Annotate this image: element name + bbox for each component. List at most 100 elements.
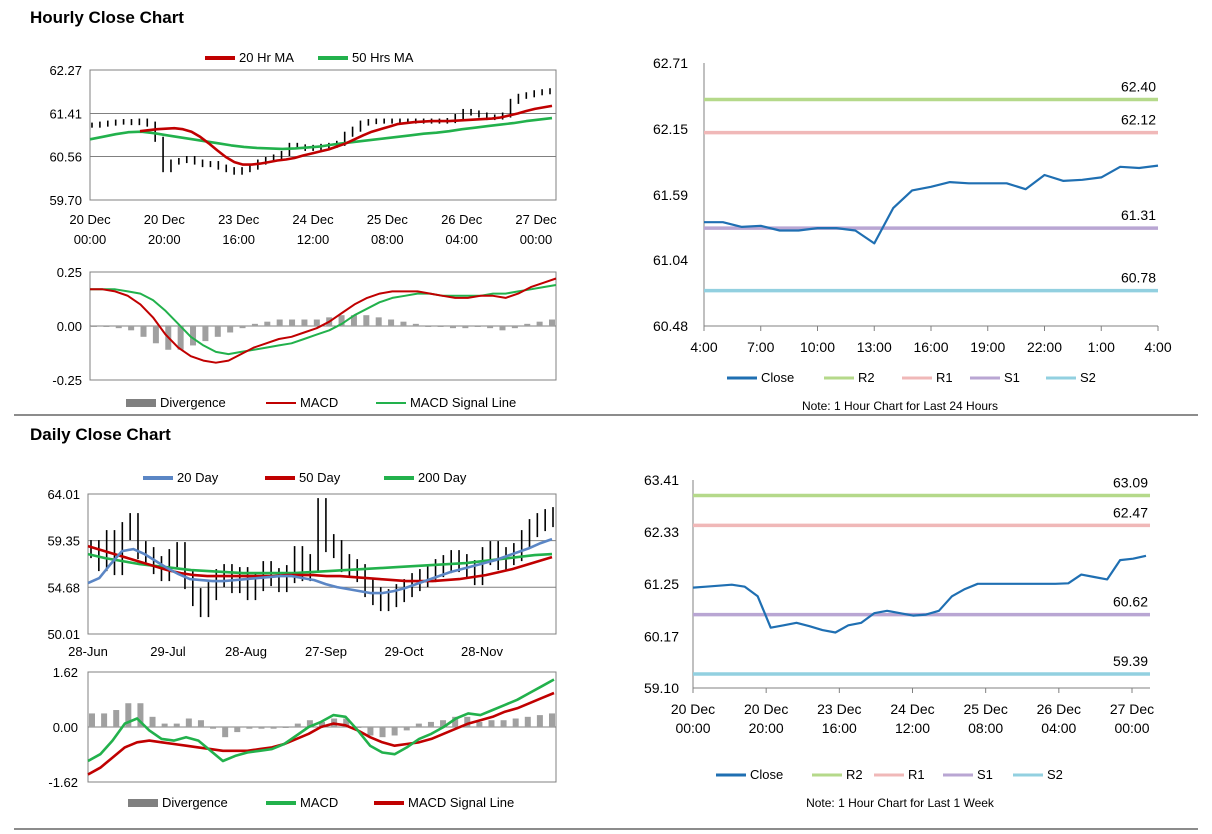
hourly-divergence-bar — [128, 326, 135, 331]
daily-price-ytick: 59.35 — [47, 534, 80, 549]
daily-price-frame — [87, 493, 557, 635]
hourly-price-ytick: 60.56 — [49, 149, 82, 164]
hourly-close-line — [704, 164, 1159, 245]
hourly-close-note: Note: 1 Hour Chart for Last 24 Hours — [802, 399, 998, 413]
weekly-level-label-s1: 60.62 — [1113, 594, 1148, 610]
daily-osc-ytick: 0.00 — [53, 720, 78, 735]
hourly-level-label-s1: 61.31 — [1121, 207, 1156, 223]
hourly-osc-ytick: 0.00 — [57, 319, 82, 334]
hourly-price-frame — [89, 69, 557, 201]
hourly-close-ytick: 61.59 — [653, 187, 688, 203]
hourly-divergence-bar — [487, 326, 494, 329]
hourly-divergence-bar — [400, 321, 407, 326]
weekly-close-xtick-date: 24 Dec — [890, 701, 934, 717]
daily-divergence-bar — [403, 727, 410, 731]
hourly-price-xtick-date: 24 Dec — [292, 212, 334, 227]
hourly-price-ytick: 62.27 — [49, 63, 82, 78]
legend-hourly-signal-label: MACD Signal Line — [410, 395, 516, 410]
weekly-close-xtick-date: 20 Dec — [744, 701, 788, 717]
hourly-close-xtick: 4:00 — [1144, 339, 1171, 355]
daily-divergence-bar — [549, 713, 555, 727]
daily-ma20-line — [87, 537, 553, 595]
hourly-divergence-bar — [289, 319, 296, 326]
legend-20-day-label: 20 Day — [177, 470, 219, 485]
hourly-divergence-bar — [338, 315, 345, 326]
daily-price-xtick: 29-Jul — [150, 644, 186, 659]
weekly-close-ytick: 59.10 — [644, 680, 679, 696]
hourly-divergence-bar — [363, 315, 370, 326]
daily-divergence-bar — [415, 723, 422, 727]
hourly-close-ytick: 60.48 — [653, 318, 688, 334]
hourly-price-ytick: 61.41 — [49, 107, 82, 122]
daily-osc-ytick: 1.62 — [53, 665, 78, 680]
hourly-price-xtick-date: 27 Dec — [515, 212, 557, 227]
hourly-close-ytick: 62.71 — [653, 55, 688, 71]
legend-daily-macd-label: MACD — [300, 795, 338, 810]
daily-divergence-bar — [294, 723, 301, 727]
weekly-close-ytick: 63.41 — [644, 472, 679, 488]
daily-divergence-bar — [161, 723, 168, 727]
hourly-divergence-bar — [375, 317, 382, 326]
daily-divergence-bar — [391, 727, 398, 736]
daily-divergence-bar — [464, 716, 471, 727]
hourly-close-xtick: 7:00 — [747, 339, 774, 355]
legend-50hrs-ma-label: 50 Hrs MA — [352, 50, 414, 65]
daily-signal-line — [87, 691, 555, 776]
hourly-divergence-bar — [190, 326, 197, 346]
daily-divergence-bar — [367, 727, 374, 736]
daily-divergence-bar — [137, 703, 144, 727]
daily-divergence-bar — [476, 721, 483, 727]
hourly-divergence-bar — [177, 326, 184, 350]
legend-weekly-s2-label: S2 — [1047, 767, 1063, 782]
daily-divergence-bar — [89, 713, 95, 727]
weekly-close-xtick-date: 27 Dec — [1110, 701, 1154, 717]
hourly-price-xtick-date: 20 Dec — [69, 212, 111, 227]
daily-macd-line — [87, 678, 555, 763]
hourly-close-xtick: 4:00 — [690, 339, 717, 355]
hourly-price-xtick-time: 00:00 — [74, 232, 107, 247]
legend-daily-divergence-swatch — [128, 799, 158, 807]
hourly-divergence-bar — [239, 326, 246, 329]
daily-divergence-bar — [125, 703, 132, 727]
hourly-close-xtick: 10:00 — [800, 339, 835, 355]
daily-divergence-bar — [500, 720, 507, 727]
hourly-level-label-r2: 62.40 — [1121, 79, 1156, 95]
daily-divergence-bar — [343, 718, 350, 727]
daily-divergence-bar — [319, 721, 325, 727]
legend-hourly-macd-label: MACD — [300, 395, 338, 410]
weekly-level-label-r1: 62.47 — [1113, 504, 1148, 520]
hourly-divergence-bar — [313, 319, 320, 326]
legend-hourly-close-label: Close — [761, 370, 794, 385]
hourly-price-xtick-time: 16:00 — [222, 232, 255, 247]
weekly-close-xtick-time: 04:00 — [1041, 720, 1076, 736]
hourly-price-xtick-date: 23 Dec — [218, 212, 260, 227]
daily-ma50-line — [87, 544, 553, 583]
legend-50-day-label: 50 Day — [299, 470, 341, 485]
hourly-close-xtick: 19:00 — [970, 339, 1005, 355]
daily-divergence-bar — [246, 727, 253, 729]
daily-divergence-bar — [379, 727, 386, 738]
hourly-price-xtick-time: 12:00 — [297, 232, 330, 247]
legend-weekly-s1-label: S1 — [977, 767, 993, 782]
daily-price-xtick: 28-Aug — [225, 644, 267, 659]
hourly-divergence-bar — [276, 319, 283, 326]
daily-divergence-bar — [113, 710, 120, 727]
weekly-close-ytick: 60.17 — [644, 628, 679, 644]
hourly-divergence-bar — [499, 326, 506, 331]
daily-divergence-bar — [270, 727, 277, 729]
daily-divergence-bar — [185, 718, 192, 727]
legend-hourly-s2-label: S2 — [1080, 370, 1096, 385]
hourly-divergence-bar — [549, 319, 555, 326]
daily-divergence-bar — [512, 718, 519, 727]
legend-daily-divergence-label: Divergence — [162, 795, 228, 810]
hourly-close-xtick: 1:00 — [1088, 339, 1115, 355]
hourly-divergence-bar — [91, 326, 97, 327]
daily-divergence-bar — [536, 715, 543, 727]
daily-price-xtick: 27-Sep — [305, 644, 347, 659]
weekly-close-xtick-date: 20 Dec — [671, 701, 715, 717]
daily-divergence-bar — [452, 716, 459, 727]
legend-hourly-divergence-label: Divergence — [160, 395, 226, 410]
daily-osc-ytick: -1.62 — [48, 775, 78, 790]
weekly-close-xtick-time: 12:00 — [895, 720, 930, 736]
hourly-divergence-bar — [462, 326, 469, 329]
